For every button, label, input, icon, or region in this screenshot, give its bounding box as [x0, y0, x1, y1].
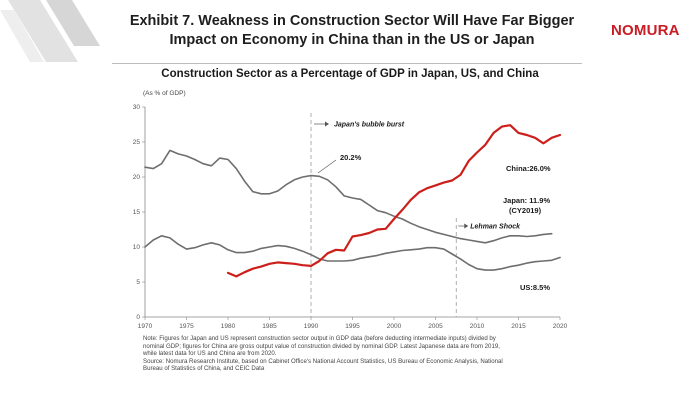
y-tick-label: 15: [133, 209, 141, 216]
x-tick-label: 2020: [553, 323, 568, 330]
bubble-burst-label: Japan's bubble burst: [334, 122, 405, 129]
japan-peak-label: 20.2%: [340, 153, 362, 162]
y-tick-label: 5: [136, 279, 140, 286]
y-tick-labels: 0 5 10 15 20 25 30: [133, 104, 141, 321]
note-line: Note: Figures for Japan and US represent…: [143, 335, 496, 342]
japan-end-label: Japan: 11.9%: [503, 196, 550, 205]
data-series: [144, 124, 562, 278]
note-line: nominal GDP; figures for China are gross…: [143, 342, 500, 350]
x-tick-label: 1970: [138, 323, 153, 330]
y-tick-label: 30: [133, 104, 141, 111]
japan-end-label-year: (CY2019): [509, 206, 542, 215]
series-line-japan: [144, 149, 553, 244]
chart-annotations: Japan's bubble burst 20.2% Lehman Shock Chi…: [314, 121, 551, 292]
y-tick-label: 20: [133, 174, 141, 181]
china-end-label: China:26.0%: [506, 164, 551, 173]
chart-axes: [142, 106, 561, 320]
y-tick-label: 10: [133, 244, 141, 251]
x-tick-label: 1975: [179, 323, 194, 330]
x-tick-label: 1995: [345, 323, 360, 330]
y-tick-label: 0: [136, 314, 140, 321]
lehman-shock-label: Lehman Shock: [470, 224, 521, 231]
x-tick-label: 1980: [221, 323, 236, 330]
x-tick-label: 1990: [304, 323, 319, 330]
x-tick-label: 2015: [511, 323, 526, 330]
x-tick-label: 1985: [262, 323, 277, 330]
bubble-arrow-head: [325, 121, 329, 127]
x-tick-labels: 1970 1975 1980 1985 1990 1995 2000 2005 2010 2015…: [138, 323, 568, 330]
chart-title: Construction Sector as a Percentage of G…: [161, 68, 539, 80]
x-tick-label: 2010: [470, 323, 485, 330]
header-chevron-decoration: [0, 0, 100, 62]
series-line-us: [144, 235, 561, 271]
y-tick-label: 25: [133, 139, 141, 146]
source-line: Source: Nomura Research Institute, based…: [143, 357, 503, 365]
japan-peak-leader: [317, 159, 337, 174]
series-line-china: [226, 124, 562, 278]
y-axis-unit-label: (As % of GDP): [143, 90, 186, 97]
note-line: while latest data for US and China are f…: [143, 350, 277, 357]
nomura-logo: NOMURA: [611, 22, 680, 39]
exhibit-title: Exhibit 7. Weakness in Construction Sect…: [118, 12, 586, 50]
lehman-arrow-head: [464, 223, 469, 229]
chart-notes: Note: Figures for Japan and US represent…: [143, 335, 573, 373]
x-tick-label: 2000: [387, 323, 402, 330]
exhibit-title-line2: Impact on Economy in China than in the U…: [169, 32, 535, 48]
x-tick-label: 2005: [428, 323, 443, 330]
title-divider: [112, 63, 582, 64]
event-markers: [310, 113, 457, 317]
us-end-label: US:8.5%: [520, 283, 550, 292]
source-line: Bureau of Statistics of China, and CEIC …: [143, 365, 265, 372]
exhibit-title-line1: Exhibit 7. Weakness in Construction Sect…: [129, 13, 575, 29]
